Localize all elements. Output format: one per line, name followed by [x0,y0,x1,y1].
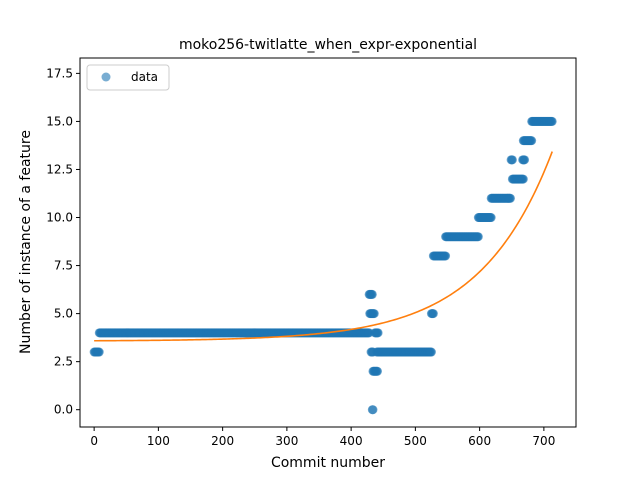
data-point [369,309,379,319]
data-point [520,155,530,165]
fit-layer [94,151,553,342]
legend-box [86,64,170,91]
chart-title: moko256-twitlatte_when_expr-exponential [179,37,477,53]
y-tick-label: 5.0 [54,307,73,321]
data-point [368,405,378,415]
data-point [426,347,436,357]
data-point [441,251,451,261]
data-point [527,136,537,146]
y-tick-label: 7.5 [54,259,73,273]
data-point [507,155,517,165]
y-tick-label: 10.0 [46,211,73,225]
y-tick-label: 12.5 [46,162,73,176]
y-tick-label: 17.5 [46,66,73,80]
x-tick-label: 0 [90,434,98,448]
x-tick-label: 600 [468,434,491,448]
x-tick-label: 100 [147,434,170,448]
x-tick-label: 700 [532,434,555,448]
data-point [518,174,528,184]
y-axis-label: Number of instance of a feature [18,130,34,354]
data-layer [89,116,557,415]
x-axis-label: Commit number [271,455,385,471]
data-point [486,213,496,223]
fit-line [94,151,553,342]
x-tick-label: 500 [404,434,427,448]
legend-label-data: data [131,70,158,84]
y-tick-label: 15.0 [46,114,73,128]
legend: data [86,64,170,91]
plot-area [80,58,576,427]
data-point [428,309,438,319]
data-point [473,232,483,242]
x-tick-label: 300 [275,434,298,448]
data-point [372,366,382,376]
x-tick-label: 200 [211,434,234,448]
plot-frame [79,57,577,428]
y-tick-label: 0.0 [54,403,73,417]
legend-marker-data [101,72,111,82]
x-axis-ticks: 0 100 200 300 400 500 600 700 [90,427,555,448]
data-point [373,328,383,338]
y-axis-ticks: 0.0 2.5 5.0 7.5 10.0 12.5 15.0 17.5 [46,66,80,417]
data-point [505,193,515,203]
x-tick-label: 400 [340,434,363,448]
data-point [94,347,104,357]
data-point [547,116,557,126]
y-tick-label: 2.5 [54,355,73,369]
data-point [367,289,377,299]
